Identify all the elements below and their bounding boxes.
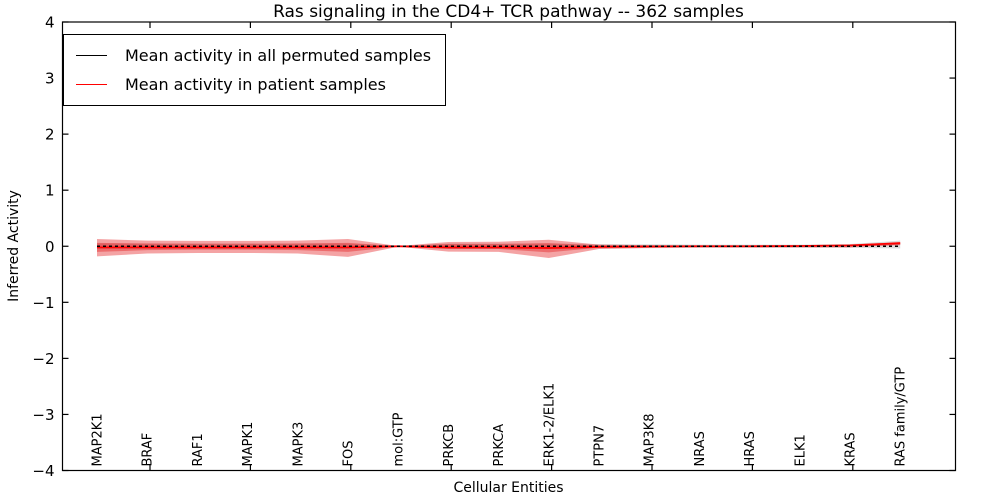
y-tick-label: −4 (32, 462, 54, 480)
x-axis-label: Cellular Entities (453, 480, 564, 496)
category-label-mol-gtp: mol:GTP (392, 412, 407, 466)
legend-entry-patient: Mean activity in patient samples (76, 70, 431, 99)
category-label-map3k8: MAP3K8 (643, 413, 658, 466)
category-label-hras: HRAS (743, 431, 758, 466)
y-tick-label: −2 (32, 350, 54, 368)
category-label-prkca: PRKCA (492, 424, 507, 467)
category-label-ptpn7: PTPN7 (593, 425, 608, 467)
category-label-raf1: RAF1 (191, 433, 206, 466)
category-label-elk1: ELK1 (793, 434, 808, 466)
y-axis-label: Inferred Activity (6, 190, 22, 302)
legend-label-permuted: Mean activity in all permuted samples (125, 46, 432, 65)
y-tick-label: −1 (32, 294, 54, 312)
category-label-prkcb: PRKCB (442, 424, 457, 467)
patient-sample-range-outer-band (97, 238, 901, 259)
y-tick-label: 2 (45, 126, 55, 144)
y-tick-label: 4 (45, 14, 55, 32)
legend-line-permuted-icon (76, 55, 107, 56)
category-label-ras-family-gtp: RAS family/GTP (894, 367, 909, 467)
category-label-kras: KRAS (844, 432, 859, 466)
category-label-nras: NRAS (693, 431, 708, 466)
y-tick-label: 1 (45, 182, 55, 200)
legend-line-patient-icon (76, 84, 107, 85)
legend: Mean activity in all permuted samples Me… (63, 34, 447, 106)
legend-entry-permuted: Mean activity in all permuted samples (76, 41, 431, 70)
y-tick-label: 3 (45, 70, 55, 88)
y-tick-label: 0 (45, 238, 55, 256)
category-label-fos: FOS (342, 441, 357, 467)
category-label-mapk3: MAPK3 (291, 422, 306, 467)
chart-title: Ras signaling in the CD4+ TCR pathway --… (273, 2, 744, 22)
legend-label-patient: Mean activity in patient samples (125, 75, 386, 94)
y-tick-label: −3 (32, 406, 54, 424)
category-label-braf: BRAF (141, 433, 156, 467)
series-line-patient (97, 242, 901, 249)
category-label-map2k1: MAP2K1 (91, 413, 106, 466)
category-label-erk1-2-elk1: ERK1-2/ELK1 (542, 383, 557, 467)
category-label-mapk1: MAPK1 (241, 422, 256, 467)
